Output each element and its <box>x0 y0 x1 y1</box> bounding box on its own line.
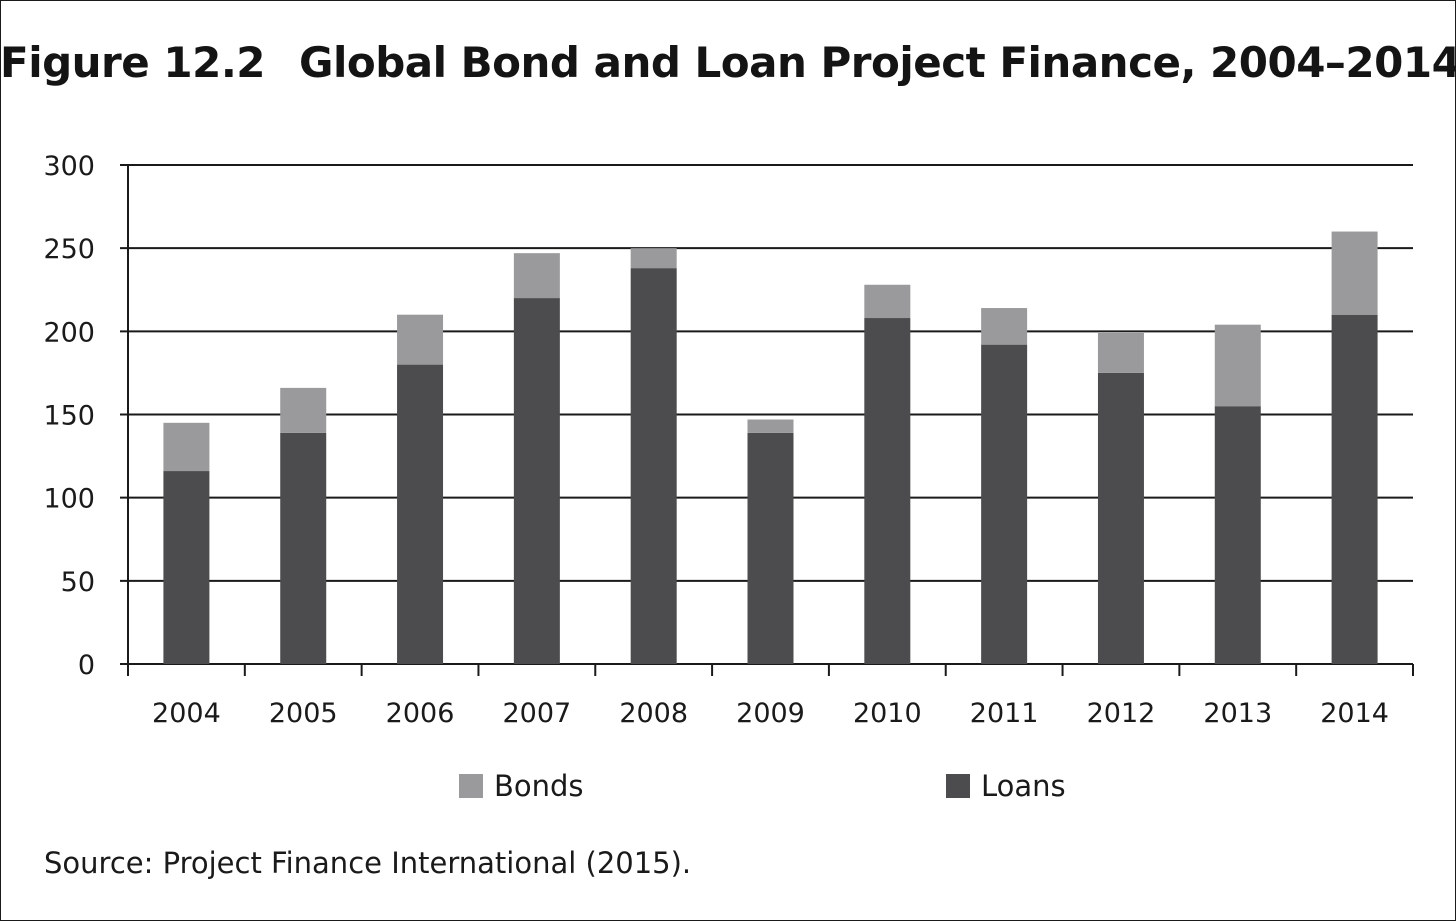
bar-bonds-2009 <box>747 419 794 433</box>
y-tick-label-100: 100 <box>43 484 95 515</box>
x-tick-label-2011: 2011 <box>970 698 1039 729</box>
bar-bonds-2005 <box>280 387 327 433</box>
bar-loans-2006 <box>397 364 444 664</box>
y-tick-label-0: 0 <box>78 650 95 681</box>
chart-title: Figure 12.2 Global Bond and Loan Project … <box>0 38 1456 87</box>
x-tick-label-2010: 2010 <box>853 698 922 729</box>
legend-swatch-bonds <box>459 774 483 798</box>
legend-label-loans: Loans <box>981 769 1066 803</box>
y-tick-label-300: 300 <box>43 151 95 182</box>
bar-bonds-2012 <box>1097 332 1144 373</box>
bar-bonds-2013 <box>1214 324 1261 407</box>
y-tick-label-250: 250 <box>43 234 95 265</box>
x-tick-label-2012: 2012 <box>1087 698 1156 729</box>
bar-loans-2011 <box>981 344 1028 664</box>
y-tick-label-150: 150 <box>43 401 95 432</box>
bar-bonds-2006 <box>397 314 444 365</box>
y-tick-label-200: 200 <box>43 317 95 348</box>
x-tick-label-2007: 2007 <box>503 698 572 729</box>
legend-label-bonds: Bonds <box>494 769 584 803</box>
bar-bonds-2004 <box>163 422 210 472</box>
bar-loans-2010 <box>864 318 911 664</box>
bar-loans-2005 <box>280 432 327 664</box>
bar-bonds-2008 <box>630 248 677 269</box>
x-tick-label-2005: 2005 <box>269 698 338 729</box>
legend-swatch-loans <box>946 774 970 798</box>
bar-loans-2014 <box>1331 314 1378 664</box>
chart-title-text: Global Bond and Loan Project Finance, 20… <box>299 38 1456 87</box>
bar-bonds-2014 <box>1331 231 1378 315</box>
x-tick-label-2004: 2004 <box>152 698 221 729</box>
bar-loans-2007 <box>513 298 560 664</box>
bar-bonds-2011 <box>981 308 1028 345</box>
bar-loans-2013 <box>1214 406 1261 664</box>
bar-bonds-2007 <box>513 253 560 299</box>
bar-loans-2012 <box>1097 372 1144 664</box>
bar-loans-2009 <box>747 432 794 664</box>
x-tick-label-2009: 2009 <box>736 698 805 729</box>
bar-bonds-2010 <box>864 284 911 319</box>
bar-loans-2008 <box>630 268 677 664</box>
x-tick-label-2006: 2006 <box>386 698 455 729</box>
bar-loans-2004 <box>163 471 210 664</box>
x-tick-label-2008: 2008 <box>619 698 688 729</box>
figure-label: Figure 12.2 <box>0 38 266 87</box>
x-tick-label-2013: 2013 <box>1203 698 1272 729</box>
source-note: Source: Project Finance International (2… <box>44 846 692 880</box>
y-tick-label-50: 50 <box>61 567 95 598</box>
x-tick-label-2014: 2014 <box>1320 698 1389 729</box>
